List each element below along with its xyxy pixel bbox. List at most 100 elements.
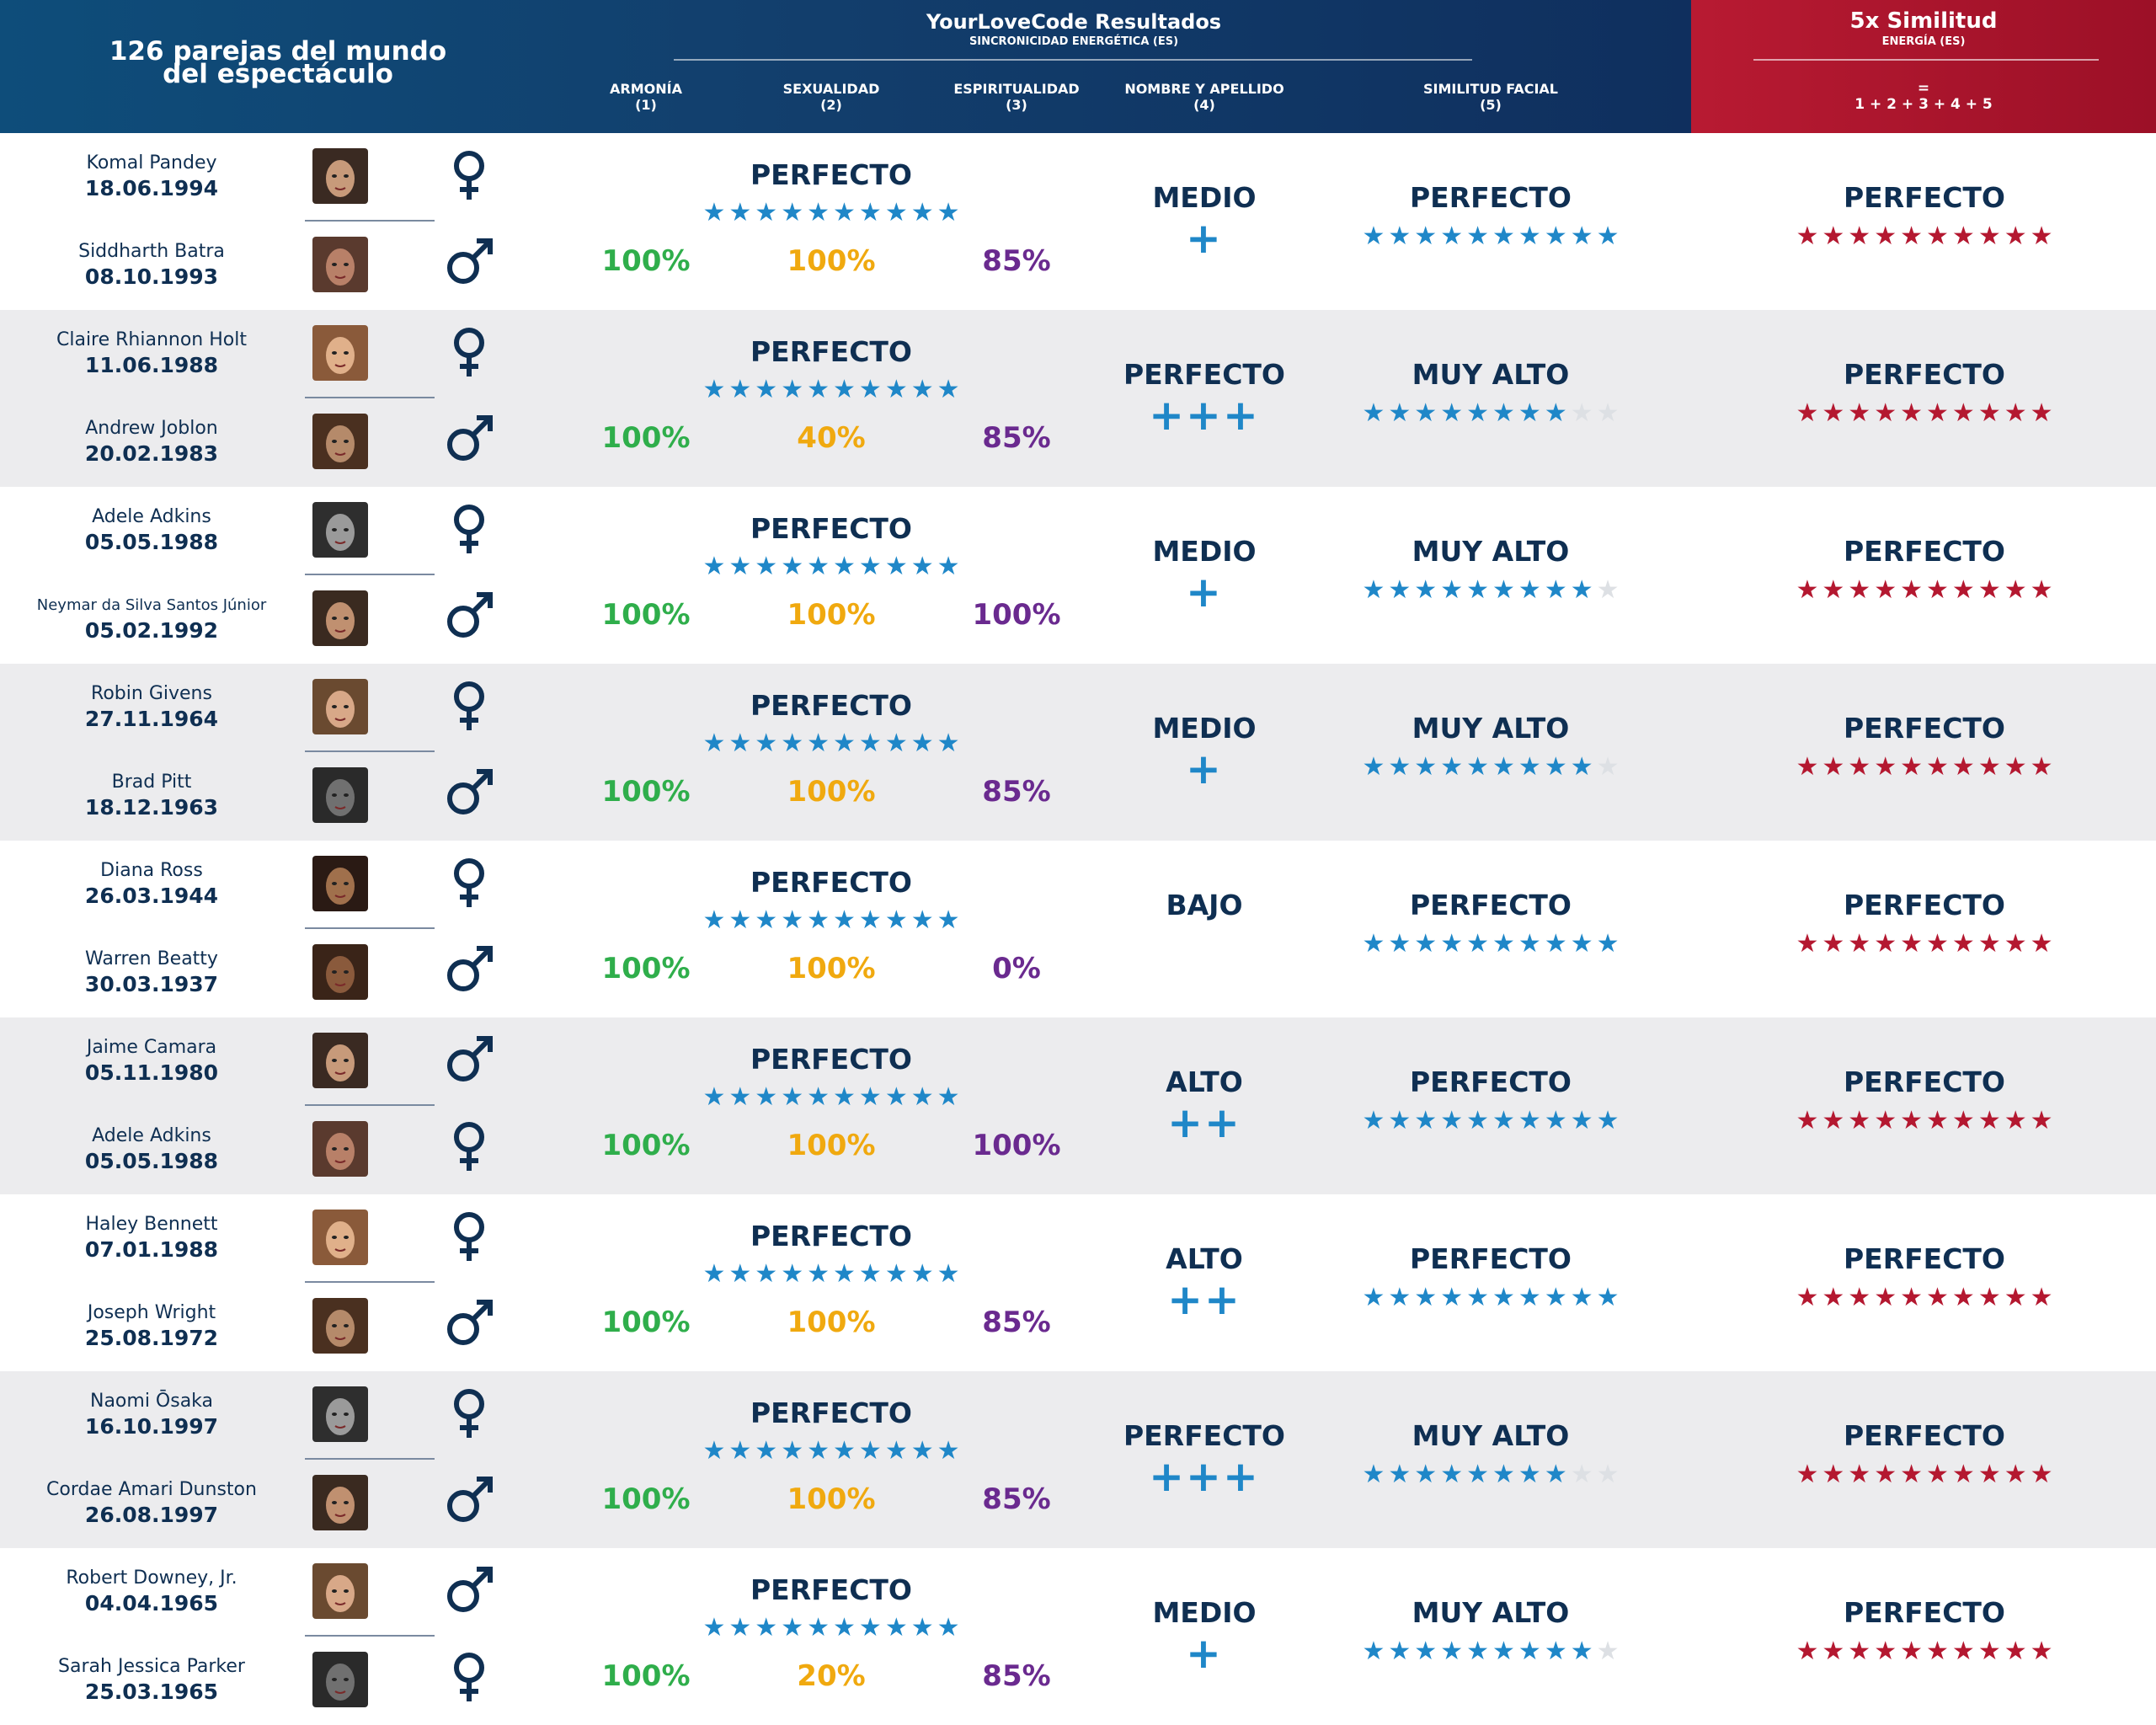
energy-stars: ★ ★ ★ ★ ★ ★ ★ ★ ★ ★ — [699, 377, 963, 403]
star-icon: ★ — [2004, 752, 2027, 782]
facial-stars: ★ ★ ★ ★ ★ ★ ★ ★ ★ ★ — [1348, 1285, 1634, 1311]
results-title: YourLoveCode Resultados — [926, 10, 1222, 34]
facial-stars: ★ ★ ★ ★ ★ ★ ★ ★ ★ ★ — [1348, 1462, 1634, 1487]
avatar — [312, 237, 368, 292]
col-label: ESPIRITUALIDAD — [953, 81, 1080, 97]
star-icon: ★ — [1544, 1283, 1567, 1312]
star-icon: ★ — [1874, 1460, 1897, 1489]
pair-divider — [305, 1104, 435, 1106]
person-birthdate: 18.06.1994 — [84, 176, 219, 200]
star-icon: ★ — [910, 1436, 934, 1466]
star-icon: ★ — [858, 1436, 882, 1466]
couple-row: Haley Bennett 07.01.1988 Joseph Wright 25.0… — [0, 1194, 2156, 1371]
star-icon: ★ — [910, 1613, 934, 1642]
star-icon: ★ — [1440, 1460, 1464, 1489]
facial-verdict: MUY ALTO — [1412, 1419, 1570, 1452]
star-icon: ★ — [1900, 929, 1923, 959]
star-icon: ★ — [1492, 575, 1515, 605]
avatar — [312, 1033, 368, 1088]
star-icon: ★ — [1414, 752, 1438, 782]
facial-verdict: MUY ALTO — [1412, 535, 1570, 568]
star-icon: ★ — [1596, 575, 1620, 605]
star-icon: ★ — [807, 1082, 830, 1112]
star-icon: ★ — [1362, 575, 1385, 605]
energy-stars: ★ ★ ★ ★ ★ ★ ★ ★ ★ ★ — [699, 908, 963, 933]
col-num: (1) — [635, 97, 657, 113]
star-icon: ★ — [2030, 575, 2053, 605]
energy-verdict: PERFECTO — [750, 866, 912, 899]
star-icon: ★ — [781, 1436, 804, 1466]
star-icon: ★ — [1596, 1283, 1620, 1312]
star-icon: ★ — [1544, 1637, 1567, 1666]
pair-divider — [305, 574, 435, 575]
star-icon: ★ — [1518, 752, 1541, 782]
col-header-facial: SIMILITUD FACIAL (5) — [1406, 81, 1575, 113]
star-icon: ★ — [858, 1082, 882, 1112]
star-icon: ★ — [1570, 1637, 1593, 1666]
star-icon: ★ — [1796, 752, 1819, 782]
star-icon: ★ — [833, 198, 856, 227]
facial-verdict: PERFECTO — [1409, 181, 1572, 214]
star-icon: ★ — [1926, 1637, 1949, 1666]
star-icon: ★ — [755, 905, 778, 935]
person-name: Robert Downey, Jr. — [66, 1567, 237, 1589]
person-1: Haley Bennett 07.01.1988 — [17, 1213, 286, 1263]
star-icon: ★ — [755, 1082, 778, 1112]
espiritualidad-percent: 85% — [982, 1659, 1051, 1693]
star-icon: ★ — [2030, 1460, 2053, 1489]
col-header-sexualidad: SEXUALIDAD (2) — [747, 81, 915, 113]
star-icon: ★ — [1977, 929, 2001, 959]
col-label: SIMILITUD FACIAL — [1422, 81, 1558, 97]
star-icon: ★ — [1518, 1637, 1541, 1666]
header-divider — [674, 59, 1472, 61]
star-icon: ★ — [1388, 1106, 1412, 1135]
person-birthdate: 04.04.1965 — [84, 1591, 219, 1616]
armonia-percent: 100% — [601, 1659, 691, 1693]
star-icon: ★ — [1362, 1637, 1385, 1666]
pair-divider — [305, 750, 435, 752]
star-icon: ★ — [1977, 575, 2001, 605]
sexualidad-percent: 100% — [787, 1306, 876, 1339]
star-icon: ★ — [1440, 222, 1464, 251]
star-icon: ★ — [807, 198, 830, 227]
star-icon: ★ — [1874, 752, 1897, 782]
nombre-plus-signs: + — [1186, 745, 1223, 793]
person-name: Haley Bennett — [85, 1214, 218, 1235]
star-icon: ★ — [2004, 575, 2027, 605]
star-icon: ★ — [807, 729, 830, 758]
armonia-percent: 100% — [601, 775, 691, 809]
star-icon: ★ — [1544, 398, 1567, 428]
star-icon: ★ — [1951, 1460, 1975, 1489]
star-icon: ★ — [1822, 752, 1845, 782]
col-label: NOMBRE Y APELLIDO — [1124, 81, 1284, 97]
star-icon: ★ — [1951, 1283, 1975, 1312]
star-icon: ★ — [807, 1259, 830, 1289]
male-icon — [440, 1294, 499, 1353]
person-birthdate: 08.10.1993 — [84, 264, 219, 289]
star-icon: ★ — [1796, 222, 1819, 251]
female-icon — [440, 1207, 499, 1266]
star-icon: ★ — [1570, 929, 1593, 959]
col-num: (4) — [1193, 97, 1215, 113]
star-icon: ★ — [1848, 575, 1871, 605]
star-icon: ★ — [702, 905, 726, 935]
total-verdict: PERFECTO — [1843, 1065, 2005, 1098]
star-icon: ★ — [1544, 752, 1567, 782]
armonia-percent: 100% — [601, 598, 691, 632]
person-1: Naomi Ōsaka 16.10.1997 — [17, 1390, 286, 1440]
espiritualidad-percent: 85% — [982, 1482, 1051, 1516]
star-icon: ★ — [910, 1259, 934, 1289]
energy-verdict: PERFECTO — [750, 158, 912, 191]
avatar — [312, 590, 368, 646]
star-icon: ★ — [937, 198, 960, 227]
total-verdict: PERFECTO — [1843, 358, 2005, 391]
facial-verdict: MUY ALTO — [1412, 712, 1570, 745]
person-birthdate: 26.08.1997 — [84, 1503, 219, 1527]
star-icon: ★ — [1570, 222, 1593, 251]
star-icon: ★ — [1466, 1106, 1489, 1135]
star-icon: ★ — [937, 375, 960, 404]
nombre-plus-signs: + — [1186, 568, 1223, 617]
nombre-verdict: BAJO — [1166, 889, 1243, 921]
star-icon: ★ — [1440, 1106, 1464, 1135]
similitud-title: 5x Similitud — [1849, 8, 1998, 34]
